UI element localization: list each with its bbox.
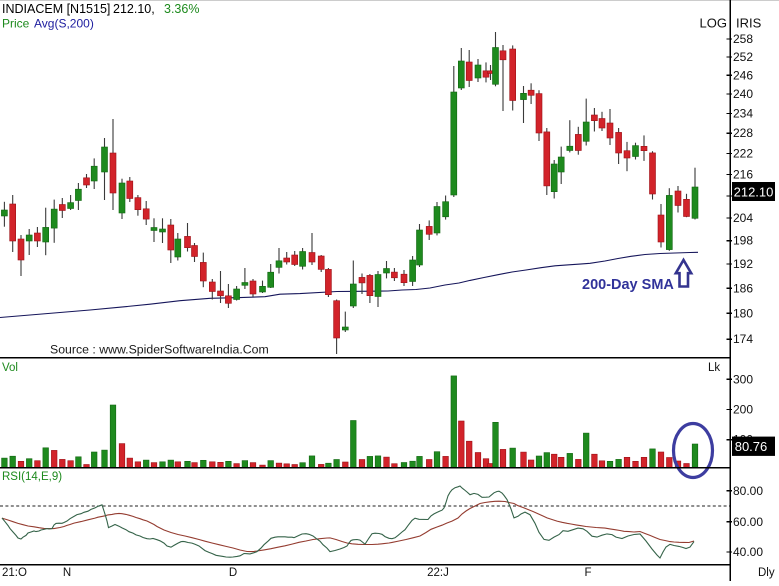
- svg-text:240: 240: [733, 87, 753, 101]
- svg-text:Source : www.SpiderSoftwareInd: Source : www.SpiderSoftwareIndia.Com: [50, 343, 269, 357]
- svg-text:21:O: 21:O: [2, 567, 27, 579]
- svg-text:192: 192: [733, 257, 753, 271]
- svg-text:60.00: 60.00: [733, 515, 763, 529]
- svg-text:212.10,: 212.10,: [113, 2, 155, 16]
- svg-text:Lk: Lk: [708, 362, 720, 374]
- svg-text:228: 228: [733, 126, 753, 140]
- svg-text:INDIACEM [N1515]: INDIACEM [N1515]: [2, 2, 110, 16]
- svg-text:204: 204: [733, 211, 753, 225]
- svg-text:N: N: [63, 567, 71, 579]
- svg-text:80.76: 80.76: [735, 439, 768, 454]
- svg-text:RSI(14,E,9): RSI(14,E,9): [2, 471, 62, 483]
- svg-text:200-Day SMA: 200-Day SMA: [582, 277, 674, 293]
- svg-text:40.00: 40.00: [733, 545, 763, 559]
- svg-text:234: 234: [733, 106, 753, 120]
- svg-text:80.00: 80.00: [733, 484, 763, 498]
- svg-text:216: 216: [733, 167, 753, 181]
- svg-text:F: F: [584, 567, 591, 579]
- svg-text:Price: Price: [2, 17, 30, 31]
- svg-text:Avg(S,200): Avg(S,200): [34, 17, 94, 31]
- svg-text:200: 200: [733, 403, 753, 417]
- svg-text:300: 300: [733, 372, 753, 386]
- svg-text:186: 186: [733, 281, 753, 295]
- svg-text:252: 252: [733, 50, 753, 64]
- svg-text:222: 222: [733, 147, 753, 161]
- svg-text:Dly: Dly: [758, 567, 775, 579]
- svg-text:LOG: LOG: [700, 16, 727, 31]
- svg-text:IRIS: IRIS: [736, 16, 762, 31]
- svg-text:180: 180: [733, 306, 753, 320]
- svg-text:246: 246: [733, 68, 753, 82]
- svg-text:22:J: 22:J: [427, 567, 449, 579]
- svg-text:174: 174: [733, 332, 753, 346]
- svg-text:3.36%: 3.36%: [164, 2, 199, 16]
- svg-text:212.10: 212.10: [734, 184, 774, 199]
- svg-text:258: 258: [733, 32, 753, 46]
- svg-text:D: D: [229, 567, 237, 579]
- svg-text:Vol: Vol: [2, 362, 18, 374]
- svg-text:198: 198: [733, 234, 753, 248]
